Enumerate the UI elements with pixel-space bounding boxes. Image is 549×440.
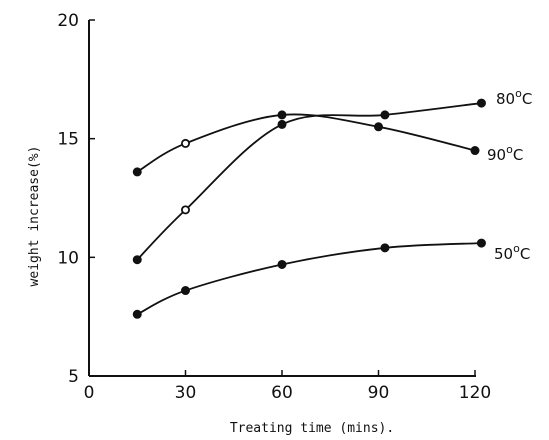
series-label-90: 90oC	[487, 143, 523, 164]
x-tick-label: 90	[368, 383, 390, 403]
series-group	[132, 98, 486, 319]
series-label-50: 50oC	[494, 242, 530, 263]
y-tick-label: 10	[57, 248, 79, 268]
data-point-50	[277, 259, 287, 269]
data-point-50	[132, 309, 142, 319]
series-line-50	[136, 242, 482, 316]
data-point-90	[277, 119, 287, 129]
data-point-80	[132, 167, 142, 177]
data-point-90	[132, 255, 142, 265]
x-tick-label: 60	[271, 383, 293, 403]
axes: 5 10 15 20 0 30 60 90 120 Treating time (mins). we…	[27, 11, 491, 436]
data-point-50	[181, 286, 190, 296]
data-point-80	[470, 146, 480, 156]
y-tick-label: 20	[57, 11, 79, 31]
labels-group: 80oC 90oC 50oC	[487, 87, 532, 263]
data-point-80	[374, 122, 383, 132]
series-label-80: 80oC	[496, 87, 532, 108]
series-line-90	[136, 102, 482, 261]
x-tick-label: 30	[175, 383, 197, 403]
data-point-80	[180, 138, 190, 148]
data-point-90	[180, 205, 190, 215]
x-tick-label: 120	[459, 383, 491, 403]
y-tick-label: 5	[68, 367, 79, 387]
y-tick-label: 15	[57, 130, 79, 150]
data-point-80	[277, 110, 287, 120]
y-axis-title: weight increase(%)	[27, 146, 42, 287]
data-point-90	[380, 110, 390, 120]
x-axis-title: Treating time (mins).	[230, 421, 394, 436]
data-point-50	[476, 238, 486, 248]
data-point-90	[476, 98, 486, 108]
x-tick-label: 0	[84, 383, 95, 403]
data-point-50	[380, 243, 390, 253]
